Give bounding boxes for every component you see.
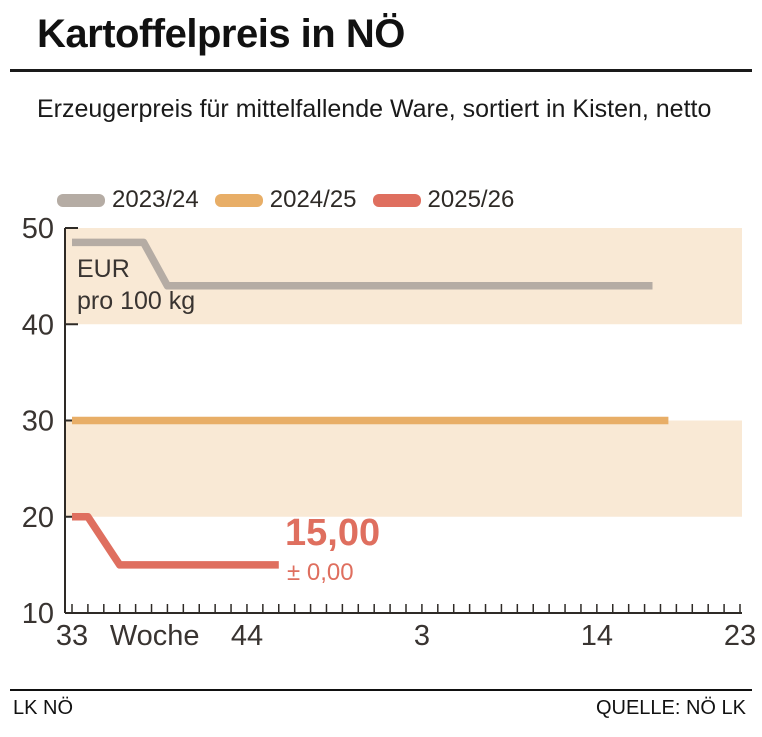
band-20-30	[65, 420, 742, 517]
y-tick-label-30: 30	[22, 406, 54, 438]
legend-label-2024-25: 2024/25	[269, 186, 357, 213]
legend-item-2023-24: 2023/24	[57, 186, 199, 214]
x-axis-title: Woche	[110, 620, 200, 652]
x-tick-label-23: 23	[724, 620, 756, 652]
chart-subtitle: Erzeugerpreis für mittelfallende Ware, s…	[37, 95, 712, 123]
unit-label-line1: EUR	[77, 255, 130, 283]
chart-legend: 2023/24 2024/25 2025/26	[57, 186, 530, 214]
y-axis-unit-label: EUR pro 100 kg	[77, 253, 195, 317]
series-line-2025-26	[72, 513, 279, 569]
legend-item-2025-26: 2025/26	[372, 186, 515, 214]
legend-item-2024-25: 2024/25	[214, 186, 357, 214]
title-divider	[10, 69, 752, 72]
legend-label-2023-24: 2023/24	[112, 186, 199, 213]
series-line-2023-24	[72, 238, 653, 290]
legend-swatch-2025-26	[372, 193, 421, 207]
x-tick-label-33: 33	[56, 620, 88, 652]
legend-label-2025-26: 2025/26	[427, 186, 515, 213]
x-tick-label-14: 14	[581, 620, 613, 652]
y-tick-label-40: 40	[22, 309, 54, 341]
x-tick-label-3: 3	[414, 620, 430, 652]
page-title: Kartoffelpreis in NÖ	[37, 12, 405, 56]
legend-swatch-2023-24	[57, 193, 105, 207]
y-tick-label-50: 50	[22, 213, 54, 245]
footer-divider	[10, 689, 752, 691]
price-change-label: ± 0,00	[287, 559, 354, 586]
band-40-50	[65, 228, 742, 325]
legend-swatch-2024-25	[214, 193, 263, 207]
current-price-label: 15,00	[285, 512, 381, 554]
footer-credit: LK NÖ	[13, 697, 74, 719]
unit-label-line2: pro 100 kg	[77, 287, 196, 315]
footer-source: QUELLE: NÖ LK	[595, 697, 746, 719]
y-tick-label-20: 20	[22, 502, 54, 534]
y-tick-label-10: 10	[22, 598, 54, 630]
x-tick-label-44: 44	[231, 620, 263, 652]
